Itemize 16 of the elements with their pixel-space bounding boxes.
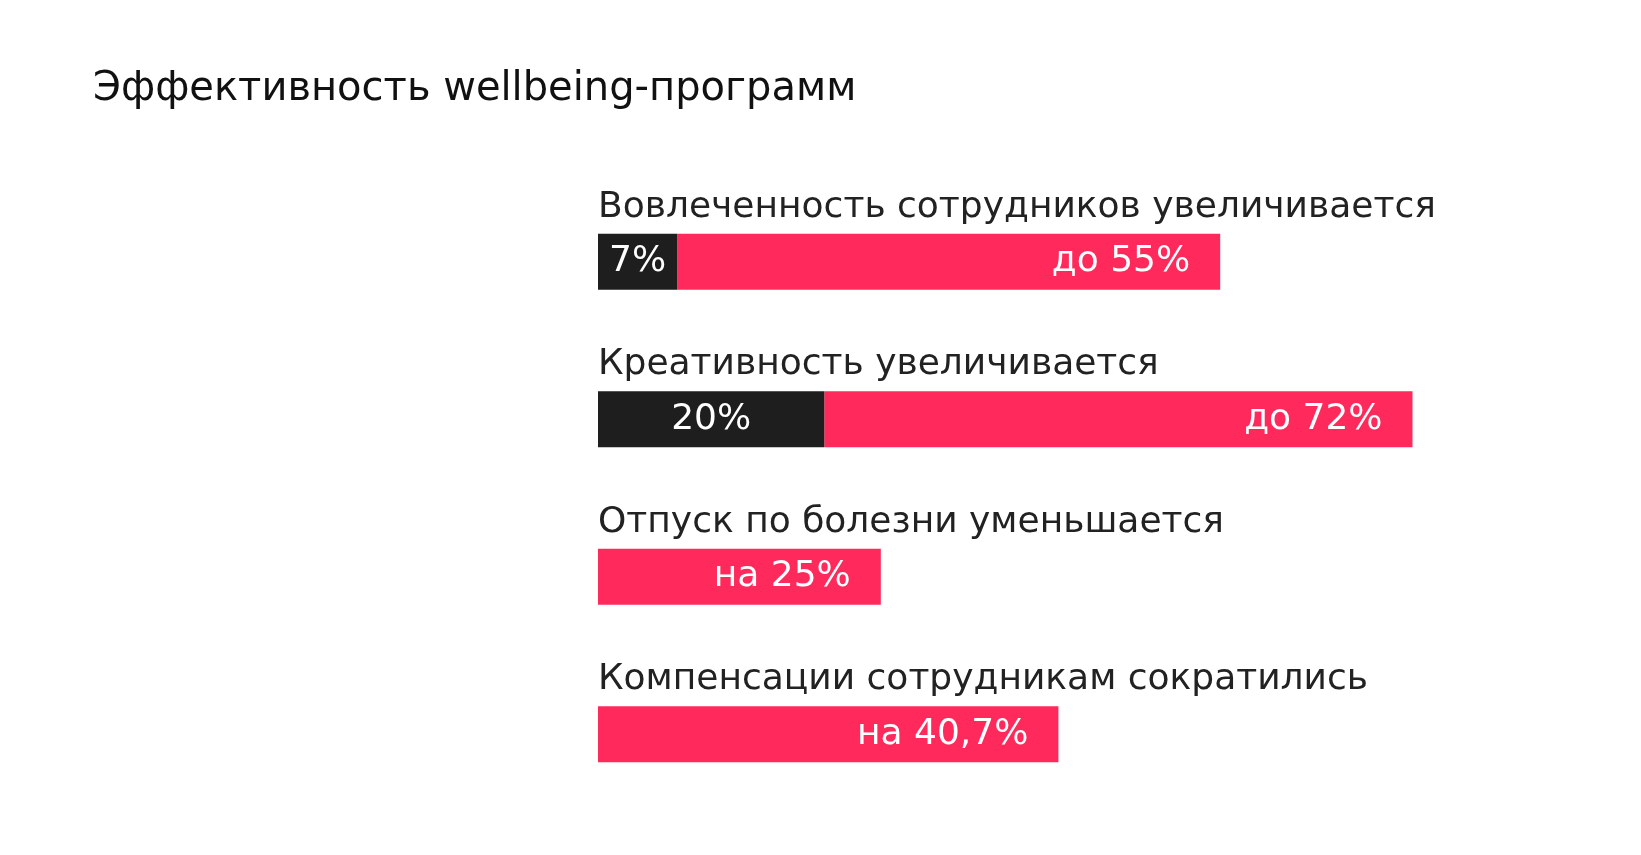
y-tick-label: Компенсации сотрудникам сократились [598,656,1368,698]
data-label: 20% [671,395,752,437]
bar [598,391,825,448]
data-label: 7% [609,238,667,280]
bar [677,233,1221,290]
total-label: на 25% [713,553,851,595]
total-label: до 72% [1244,395,1383,437]
bar [598,706,1059,763]
y-tick-label: Вовлеченность сотрудников увеличивается [598,184,1436,225]
chart-title: Эффективность wellbeing-программ [93,63,857,109]
total-label: до 55% [1051,238,1191,280]
y-tick-label: Креативность увеличивается [598,341,1159,383]
total-label: на 40,7% [857,710,1029,752]
y-tick-label: Отпуск по болезни уменьшается [598,499,1224,540]
bar [824,391,1413,448]
bar [598,548,881,605]
